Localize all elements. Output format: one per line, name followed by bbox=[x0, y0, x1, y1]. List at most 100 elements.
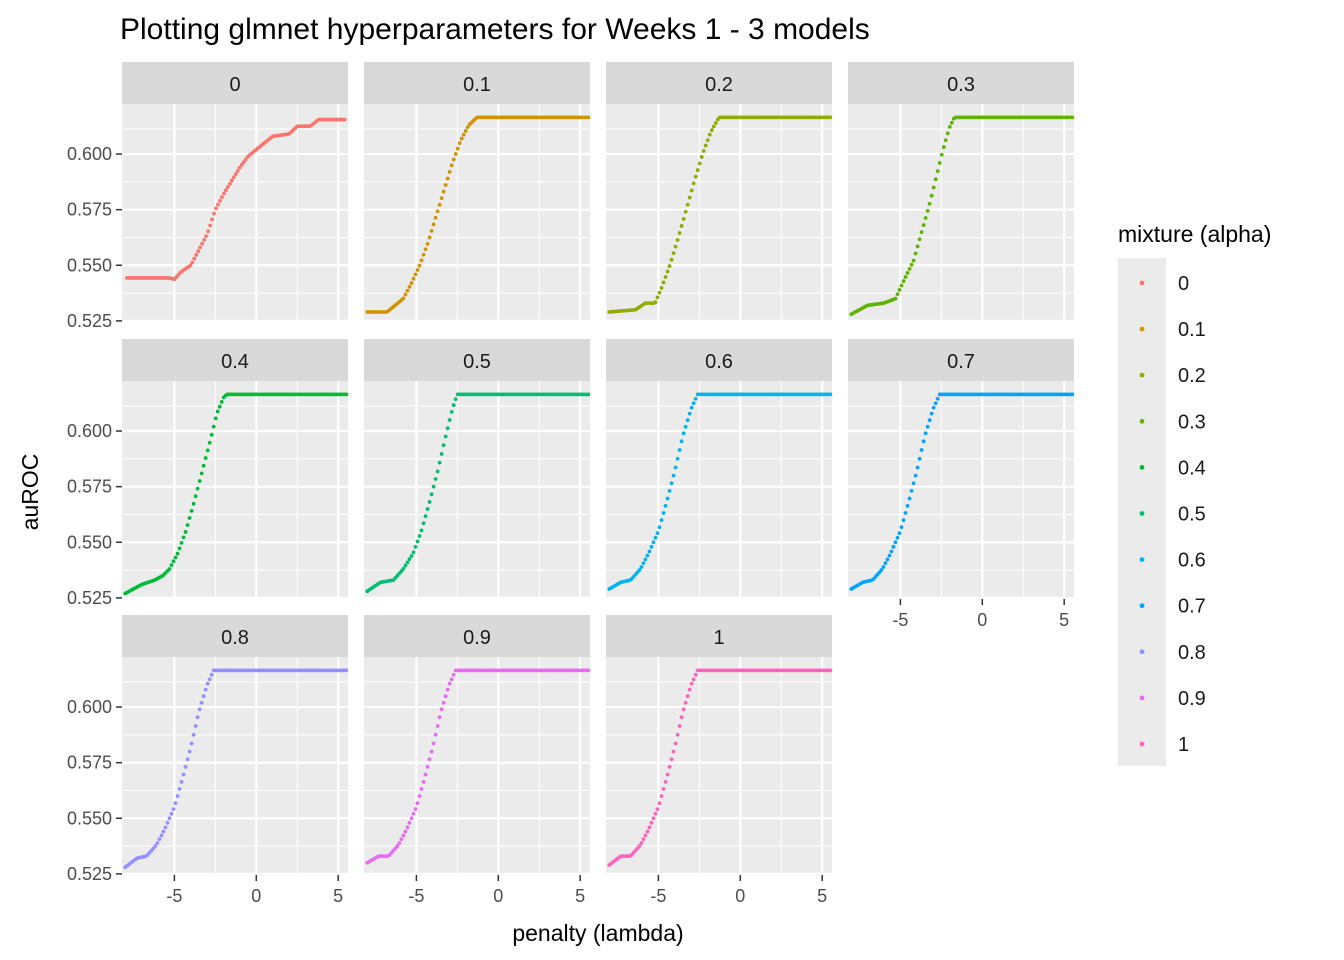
data-point bbox=[915, 244, 920, 249]
data-point bbox=[663, 275, 668, 279]
data-point bbox=[199, 700, 204, 705]
data-point bbox=[451, 403, 456, 407]
legend-key bbox=[1139, 557, 1145, 562]
data-point bbox=[685, 418, 690, 423]
data-point bbox=[703, 143, 708, 148]
data-point bbox=[899, 283, 904, 288]
data-point bbox=[897, 531, 902, 536]
data-point bbox=[425, 765, 430, 769]
data-point bbox=[188, 263, 193, 268]
data-point bbox=[220, 195, 224, 199]
data-point bbox=[943, 138, 948, 143]
legend-label: 0.9 bbox=[1178, 688, 1206, 710]
data-point bbox=[681, 216, 686, 221]
facet-panel: 1 -5 0 5 bbox=[606, 615, 833, 906]
legend-item: 0.7 bbox=[1139, 596, 1206, 618]
data-point bbox=[439, 452, 444, 456]
data-point bbox=[435, 209, 440, 214]
data-point bbox=[239, 162, 244, 167]
facet-strip-label: 1 bbox=[713, 627, 724, 649]
data-point bbox=[441, 189, 446, 194]
facet-strip-label: 0 bbox=[229, 74, 240, 96]
data-point bbox=[903, 511, 908, 515]
data-point bbox=[705, 138, 710, 143]
data-point bbox=[651, 540, 656, 545]
data-point bbox=[689, 405, 694, 410]
data-point bbox=[395, 844, 400, 848]
data-point bbox=[653, 811, 658, 816]
y-axis-title: auROC bbox=[17, 454, 43, 531]
data-point bbox=[586, 115, 591, 120]
x-tick-label: 5 bbox=[1059, 610, 1069, 630]
data-point bbox=[659, 518, 664, 523]
data-point bbox=[423, 247, 428, 252]
data-point bbox=[447, 170, 452, 174]
data-point bbox=[651, 816, 656, 821]
facet-panel: 0.4 0.525 0.550 0.575 0.600 bbox=[67, 339, 349, 608]
data-point bbox=[665, 496, 670, 501]
data-point bbox=[659, 285, 664, 290]
legend-label: 0.3 bbox=[1178, 411, 1206, 433]
data-point bbox=[437, 460, 442, 465]
data-point bbox=[205, 681, 210, 686]
x-tick-label: 5 bbox=[333, 886, 343, 906]
legend-item: 0.8 bbox=[1139, 642, 1206, 664]
data-point bbox=[189, 741, 194, 746]
data-point bbox=[189, 509, 194, 513]
data-point bbox=[159, 833, 164, 838]
y-tick-label: 0.525 bbox=[67, 311, 112, 331]
data-point bbox=[887, 553, 892, 558]
data-point bbox=[197, 479, 202, 483]
legend-key bbox=[1139, 649, 1145, 655]
facet-panel: 0.6 bbox=[606, 339, 833, 599]
data-point bbox=[201, 463, 206, 468]
data-point bbox=[895, 535, 900, 540]
facet-strip bbox=[122, 62, 348, 104]
data-point bbox=[645, 829, 650, 834]
data-point bbox=[687, 411, 692, 416]
facet-panel: 0.2 bbox=[606, 62, 833, 322]
data-point bbox=[681, 431, 686, 436]
data-point bbox=[693, 672, 698, 677]
y-tick-label: 0.600 bbox=[67, 697, 112, 717]
data-point bbox=[195, 715, 200, 720]
data-point bbox=[927, 418, 932, 423]
data-point bbox=[447, 418, 452, 422]
data-point bbox=[893, 296, 898, 301]
legend-label: 0.8 bbox=[1178, 642, 1206, 664]
data-point bbox=[945, 131, 950, 136]
data-point bbox=[167, 567, 172, 571]
data-point bbox=[907, 496, 912, 501]
data-point bbox=[171, 807, 176, 812]
data-point bbox=[431, 222, 436, 227]
data-point bbox=[431, 484, 436, 489]
data-point bbox=[697, 161, 702, 166]
data-point bbox=[425, 507, 430, 511]
legend-label: 0.2 bbox=[1178, 365, 1206, 387]
data-point bbox=[709, 128, 714, 133]
data-point bbox=[161, 829, 166, 834]
data-point bbox=[203, 456, 208, 460]
y-tick-label: 0.575 bbox=[67, 477, 112, 497]
data-point bbox=[921, 439, 926, 444]
data-point bbox=[216, 202, 220, 207]
data-point bbox=[675, 732, 680, 737]
y-tick-label: 0.550 bbox=[67, 808, 112, 828]
data-point bbox=[167, 816, 172, 821]
x-tick-label: -5 bbox=[408, 886, 424, 906]
data-point bbox=[165, 820, 170, 825]
data-point bbox=[675, 238, 680, 242]
data-point bbox=[1070, 392, 1075, 397]
data-point bbox=[169, 563, 174, 568]
data-point bbox=[661, 280, 666, 285]
data-point bbox=[451, 157, 456, 162]
data-point bbox=[701, 149, 706, 153]
data-point bbox=[653, 535, 658, 540]
data-point bbox=[439, 196, 444, 201]
data-point bbox=[210, 217, 214, 222]
data-point bbox=[897, 288, 902, 292]
data-point bbox=[198, 245, 203, 250]
data-point bbox=[342, 117, 347, 122]
data-point bbox=[677, 448, 682, 452]
